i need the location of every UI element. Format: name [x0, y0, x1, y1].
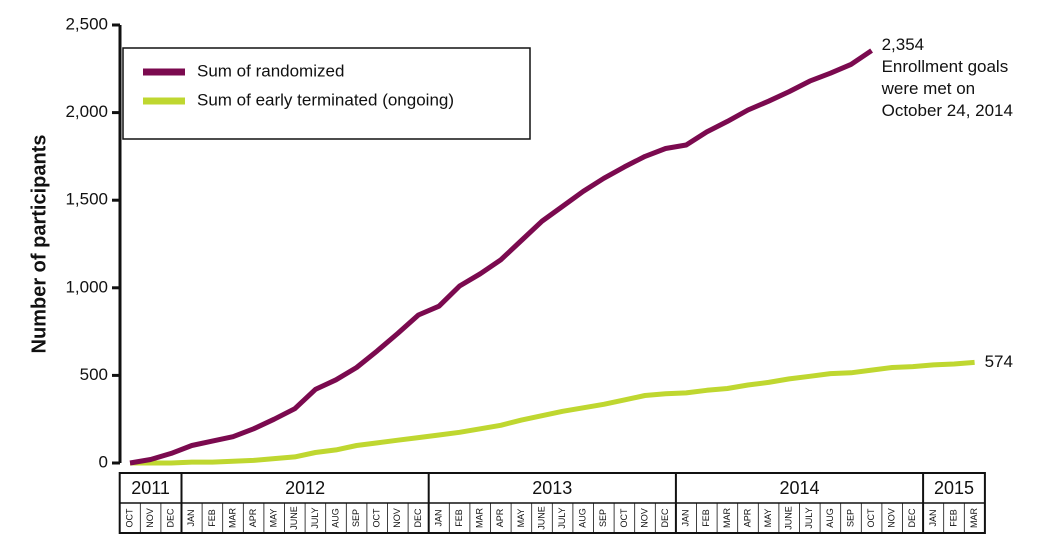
x-tick-label: JAN — [186, 509, 196, 526]
x-tick-label: JUNE — [536, 506, 546, 530]
x-tick-label: MAR — [227, 508, 237, 529]
x-tick-label: NOV — [392, 508, 402, 528]
year-label: 2015 — [934, 478, 974, 498]
x-tick-label: NOV — [145, 508, 155, 528]
y-tick-label: 0 — [99, 452, 108, 471]
x-tick-label: MAY — [269, 509, 279, 528]
x-tick-label: DEC — [413, 508, 423, 528]
legend-box — [122, 47, 531, 140]
x-tick-label: APR — [495, 508, 505, 527]
y-tick-label: 1,000 — [65, 277, 108, 296]
x-tick-label: DEC — [907, 508, 917, 528]
legend-label: Sum of early terminated (ongoing) — [197, 90, 454, 109]
x-tick-label: JAN — [433, 509, 443, 526]
x-tick-label: AUG — [578, 508, 588, 528]
x-tick-label: APR — [248, 508, 258, 527]
x-tick-label: MAY — [763, 509, 773, 528]
x-tick-label: OCT — [619, 508, 629, 528]
value-label: 2,354 — [882, 35, 925, 54]
annotation: October 24, 2014 — [882, 101, 1013, 120]
series-line — [129, 48, 873, 466]
x-tick-label: SEP — [351, 509, 361, 527]
x-tick-label: JULY — [310, 507, 320, 528]
x-tick-label: NOV — [639, 508, 649, 528]
legend-label: Sum of randomized — [197, 61, 344, 80]
annotation: were met on — [881, 79, 976, 98]
y-tick-label: 1,500 — [65, 190, 108, 209]
x-tick-label: MAR — [722, 508, 732, 529]
x-tick-label: AUG — [330, 508, 340, 528]
x-tick-label: OCT — [372, 508, 382, 528]
x-tick-label: FEB — [948, 509, 958, 527]
year-label: 2012 — [285, 478, 325, 498]
y-tick-label: 2,000 — [65, 102, 108, 121]
x-tick-label: JAN — [928, 509, 938, 526]
x-tick-label: JAN — [681, 509, 691, 526]
x-tick-label: FEB — [701, 509, 711, 527]
x-tick-label: FEB — [454, 509, 464, 527]
x-tick-label: DEC — [166, 508, 176, 528]
y-tick-label: 2,500 — [65, 14, 108, 33]
x-tick-label: MAR — [969, 508, 979, 529]
x-tick-label: SEP — [598, 509, 608, 527]
year-label: 2014 — [779, 478, 819, 498]
x-tick-label: JULY — [557, 507, 567, 528]
year-label: 2011 — [131, 478, 170, 498]
x-tick-label: SEP — [845, 509, 855, 527]
x-tick-label: JUNE — [784, 506, 794, 530]
x-tick-label: JUNE — [289, 506, 299, 530]
x-tick-label: OCT — [124, 508, 134, 528]
year-label: 2013 — [532, 478, 572, 498]
x-tick-label: MAY — [516, 509, 526, 528]
x-tick-label: NOV — [887, 508, 897, 528]
x-tick-label: APR — [742, 508, 752, 527]
value-label: 574 — [985, 352, 1013, 371]
y-tick-label: 500 — [80, 365, 108, 384]
x-tick-label: MAR — [475, 508, 485, 529]
y-axis-label: Number of participants — [28, 135, 50, 354]
annotation: Enrollment goals — [882, 57, 1009, 76]
x-tick-label: AUG — [825, 508, 835, 528]
x-tick-label: FEB — [207, 509, 217, 527]
x-tick-label: DEC — [660, 508, 670, 528]
series-line — [130, 359, 975, 466]
x-tick-label: OCT — [866, 508, 876, 528]
x-tick-label: JULY — [804, 507, 814, 528]
